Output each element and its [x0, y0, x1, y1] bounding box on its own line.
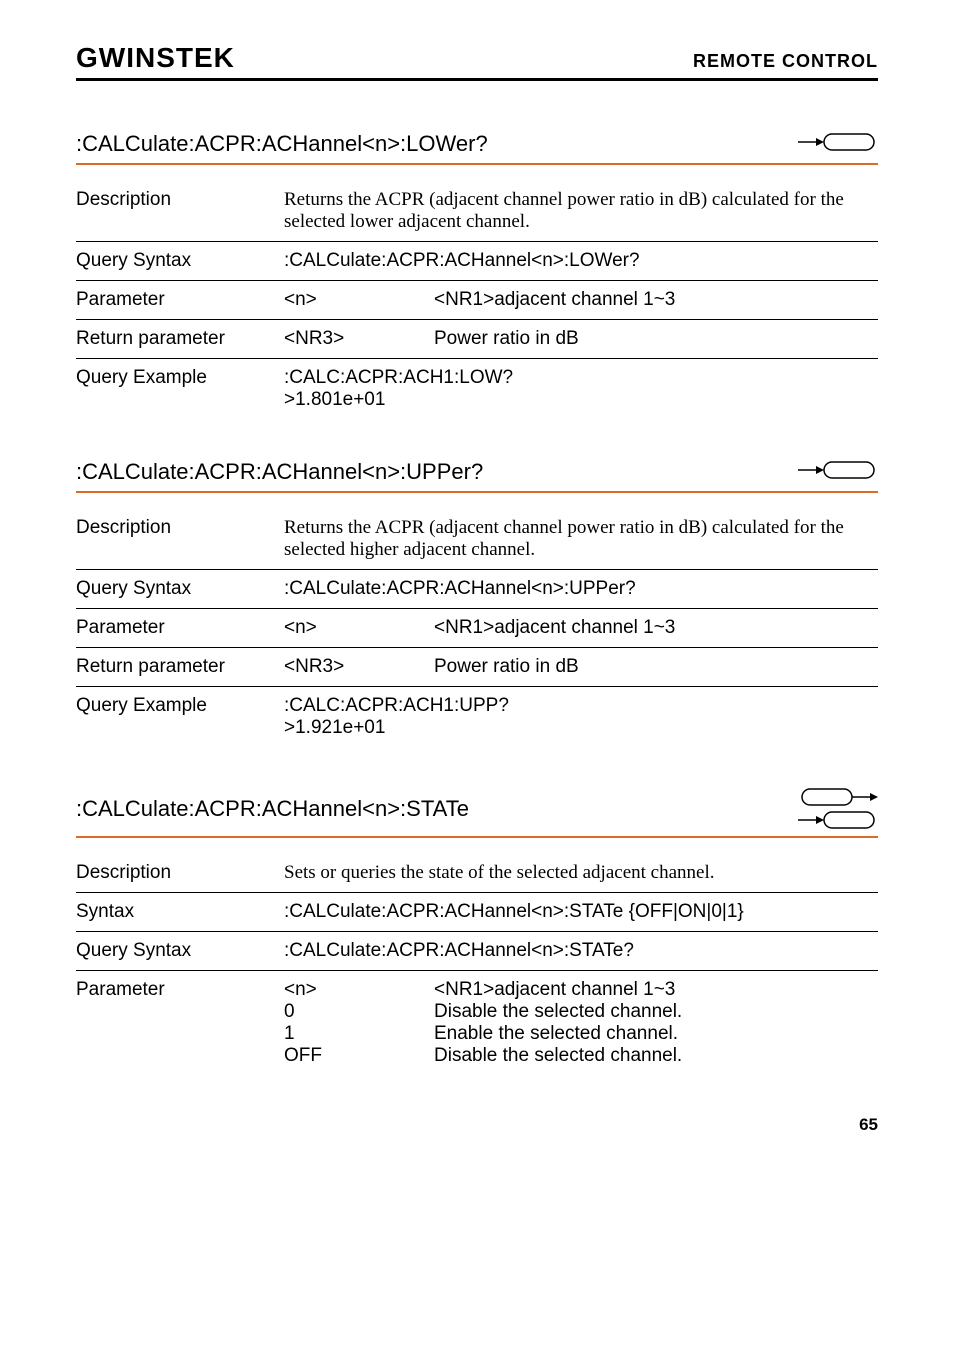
param-row: Return parameter<NR3>Power ratio in dB [76, 320, 878, 359]
param-label: Query Syntax [76, 578, 284, 600]
param-value: Sets or queries the state of the selecte… [284, 862, 878, 884]
query-icon [798, 132, 878, 152]
param-row: DescriptionReturns the ACPR (adjacent ch… [76, 509, 878, 570]
param-row: Query Example:CALC:ACPR:ACH1:UPP?>1.921e… [76, 687, 878, 747]
param-row: Parameter<n><NR1>adjacent channel 1~3 [76, 609, 878, 648]
param-desc: Disable the selected channel. [434, 1001, 878, 1023]
param-key: <n> [284, 979, 434, 1001]
param-label: Description [76, 862, 284, 884]
param-desc: Disable the selected channel. [434, 1045, 878, 1067]
param-row: Return parameter<NR3>Power ratio in dB [76, 648, 878, 687]
param-key: <NR3> [284, 656, 434, 678]
param-line: :CALC:ACPR:ACH1:LOW? [284, 367, 878, 389]
param-desc: <NR1>adjacent channel 1~3 [434, 289, 878, 311]
param-sub-row: <n><NR1>adjacent channel 1~3 [284, 979, 878, 1001]
param-row: DescriptionReturns the ACPR (adjacent ch… [76, 181, 878, 242]
param-desc: <NR1>adjacent channel 1~3 [434, 979, 878, 1001]
param-list: <n><NR1>adjacent channel 1~30Disable the… [284, 979, 878, 1067]
command-title-row: :CALCulate:ACPR:ACHannel<n>:STATe [76, 787, 878, 838]
param-row: Syntax:CALCulate:ACPR:ACHannel<n>:STATe … [76, 893, 878, 932]
param-multi: :CALC:ACPR:ACH1:UPP?>1.921e+01 [284, 695, 878, 739]
param-row: Parameter<n><NR1>adjacent channel 1~3 [76, 281, 878, 320]
logo: GWINSTEK [76, 42, 235, 74]
param-label: Parameter [76, 289, 284, 311]
page-number: 65 [76, 1115, 878, 1135]
param-key: <n> [284, 289, 434, 311]
query-icon-wrap [798, 132, 878, 157]
param-value: Returns the ACPR (adjacent channel power… [284, 189, 878, 233]
param-row: Parameter<n><NR1>adjacent channel 1~30Di… [76, 971, 878, 1075]
param-label: Return parameter [76, 656, 284, 678]
command-section: :CALCulate:ACPR:ACHannel<n>:UPPer? Descri… [76, 459, 878, 747]
param-value: :CALCulate:ACPR:ACHannel<n>:UPPer? [284, 578, 878, 600]
command-section: :CALCulate:ACPR:ACHannel<n>:STATe Descrip… [76, 787, 878, 1075]
param-value: :CALCulate:ACPR:ACHannel<n>:STATe? [284, 940, 878, 962]
param-sub-row: OFFDisable the selected channel. [284, 1045, 878, 1067]
query-icon [798, 460, 878, 480]
param-label: Description [76, 189, 284, 211]
param-key: 1 [284, 1023, 434, 1045]
param-row: DescriptionSets or queries the state of … [76, 854, 878, 893]
param-sub-row: 0Disable the selected channel. [284, 1001, 878, 1023]
param-desc: Enable the selected channel. [434, 1023, 878, 1045]
param-sub-row: 1Enable the selected channel. [284, 1023, 878, 1045]
param-desc: <NR1>adjacent channel 1~3 [434, 617, 878, 639]
param-multi: :CALC:ACPR:ACH1:LOW?>1.801e+01 [284, 367, 878, 411]
param-line: :CALC:ACPR:ACH1:UPP? [284, 695, 878, 717]
param-label: Query Example [76, 367, 284, 389]
command-title: :CALCulate:ACPR:ACHannel<n>:STATe [76, 796, 469, 822]
param-two-col: <n><NR1>adjacent channel 1~3 [284, 617, 878, 639]
param-desc: Power ratio in dB [434, 328, 878, 350]
param-label: Return parameter [76, 328, 284, 350]
param-label: Description [76, 517, 284, 539]
param-label: Parameter [76, 979, 284, 1001]
command-title-row: :CALCulate:ACPR:ACHannel<n>:LOWer? [76, 131, 878, 165]
command-title-row: :CALCulate:ACPR:ACHannel<n>:UPPer? [76, 459, 878, 493]
param-label: Query Syntax [76, 250, 284, 272]
param-key: <n> [284, 617, 434, 639]
query-icon [798, 810, 878, 830]
param-row: Query Syntax:CALCulate:ACPR:ACHannel<n>:… [76, 570, 878, 609]
param-line: >1.801e+01 [284, 389, 878, 411]
param-row: Query Syntax:CALCulate:ACPR:ACHannel<n>:… [76, 242, 878, 281]
param-value: :CALCulate:ACPR:ACHannel<n>:LOWer? [284, 250, 878, 272]
param-two-col: <NR3>Power ratio in dB [284, 328, 878, 350]
param-desc: Power ratio in dB [434, 656, 878, 678]
param-label: Parameter [76, 617, 284, 639]
set-icon [798, 787, 878, 807]
param-two-col: <n><NR1>adjacent channel 1~3 [284, 289, 878, 311]
param-row: Query Syntax:CALCulate:ACPR:ACHannel<n>:… [76, 932, 878, 971]
param-label: Query Syntax [76, 940, 284, 962]
param-key: <NR3> [284, 328, 434, 350]
command-title: :CALCulate:ACPR:ACHannel<n>:UPPer? [76, 459, 483, 485]
section-title: REMOTE CONTROL [693, 51, 878, 72]
page-header: GWINSTEK REMOTE CONTROL [76, 42, 878, 81]
param-label: Syntax [76, 901, 284, 923]
param-value: :CALCulate:ACPR:ACHannel<n>:STATe {OFF|O… [284, 901, 878, 923]
param-row: Query Example:CALC:ACPR:ACH1:LOW?>1.801e… [76, 359, 878, 419]
param-label: Query Example [76, 695, 284, 717]
command-title: :CALCulate:ACPR:ACHannel<n>:LOWer? [76, 131, 488, 157]
set-query-icons [798, 787, 878, 830]
param-key: OFF [284, 1045, 434, 1067]
param-two-col: <NR3>Power ratio in dB [284, 656, 878, 678]
param-value: Returns the ACPR (adjacent channel power… [284, 517, 878, 561]
param-line: >1.921e+01 [284, 717, 878, 739]
param-key: 0 [284, 1001, 434, 1023]
command-section: :CALCulate:ACPR:ACHannel<n>:LOWer? Descri… [76, 131, 878, 419]
query-icon-wrap [798, 460, 878, 485]
